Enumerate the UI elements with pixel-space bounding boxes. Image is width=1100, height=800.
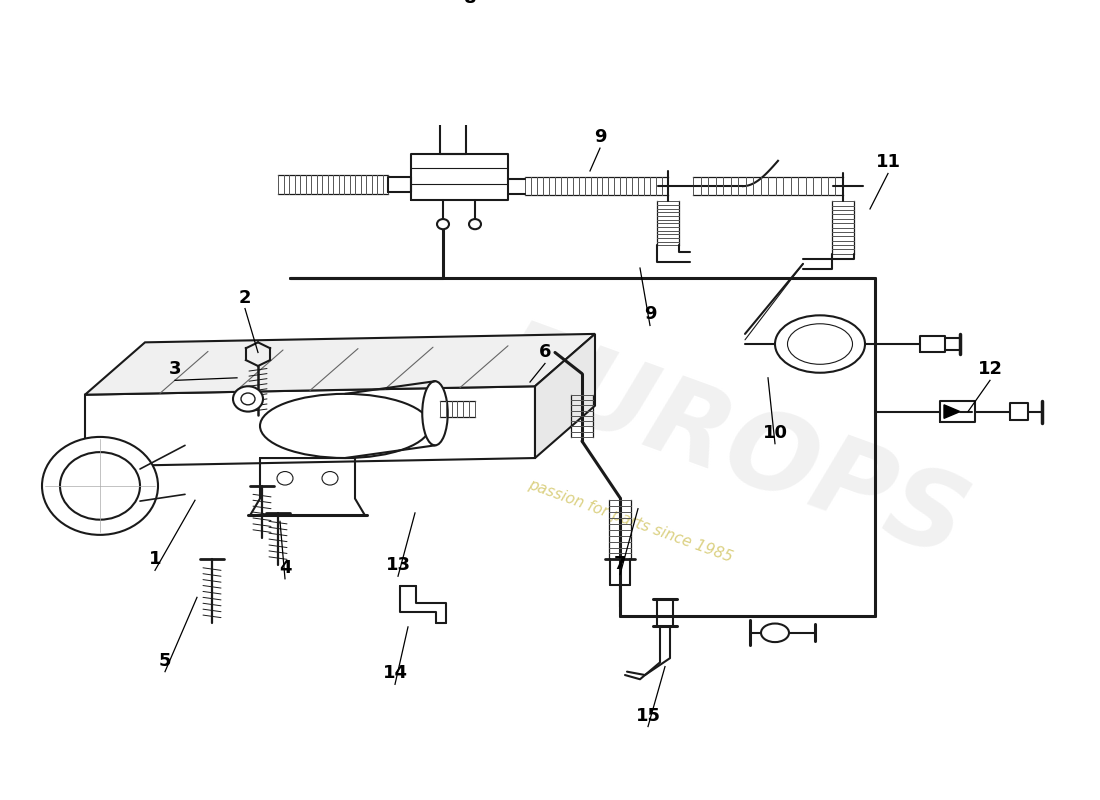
Text: 13: 13 xyxy=(385,556,410,574)
Circle shape xyxy=(469,219,481,230)
Text: 14: 14 xyxy=(383,664,407,682)
Text: 11: 11 xyxy=(876,154,901,171)
Text: 8: 8 xyxy=(464,0,476,7)
Text: 1: 1 xyxy=(148,550,162,568)
Polygon shape xyxy=(535,334,595,458)
Text: 3: 3 xyxy=(168,360,182,378)
Circle shape xyxy=(322,471,338,485)
Text: 15: 15 xyxy=(636,706,660,725)
Text: 5: 5 xyxy=(158,652,172,670)
Text: EUROPS: EUROPS xyxy=(480,311,981,580)
Ellipse shape xyxy=(260,394,430,458)
Text: 12: 12 xyxy=(978,360,1002,378)
Polygon shape xyxy=(85,386,535,466)
Text: 9: 9 xyxy=(644,306,657,323)
Ellipse shape xyxy=(761,623,789,642)
Text: passion for parts since 1985: passion for parts since 1985 xyxy=(526,478,735,566)
Text: 4: 4 xyxy=(278,558,292,577)
Ellipse shape xyxy=(422,381,448,446)
Circle shape xyxy=(277,471,293,485)
Polygon shape xyxy=(944,405,960,418)
Text: 6: 6 xyxy=(539,343,551,362)
Polygon shape xyxy=(85,334,595,394)
Circle shape xyxy=(437,219,449,230)
Text: 7: 7 xyxy=(614,554,626,573)
Ellipse shape xyxy=(776,315,865,373)
Circle shape xyxy=(233,386,263,411)
Text: 2: 2 xyxy=(239,289,251,306)
Text: 10: 10 xyxy=(762,424,788,442)
Text: 9: 9 xyxy=(594,128,606,146)
Circle shape xyxy=(42,437,158,535)
